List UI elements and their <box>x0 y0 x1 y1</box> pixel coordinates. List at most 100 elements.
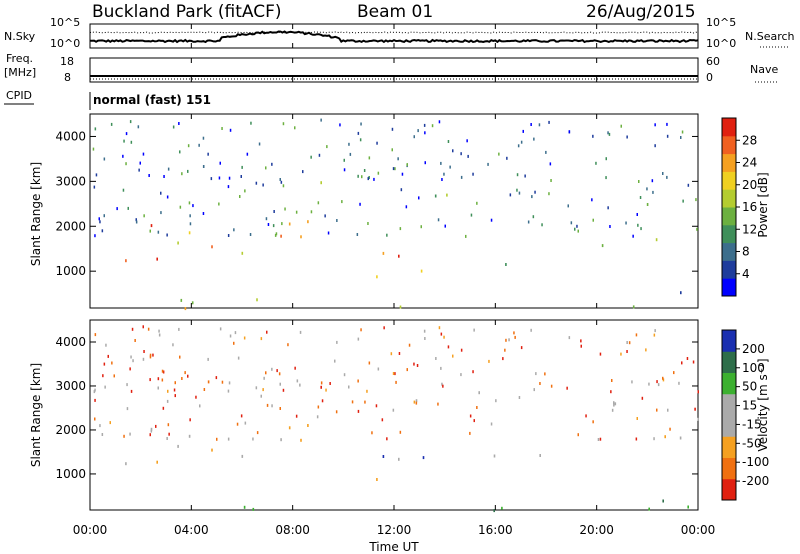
echo-cell <box>360 328 362 332</box>
echo-cell <box>320 181 322 185</box>
echo-cell <box>437 218 440 222</box>
echo-cell <box>180 298 183 302</box>
echo-cell <box>122 154 124 158</box>
echo-cell <box>172 343 174 347</box>
echo-cell <box>357 409 360 413</box>
echo-cell <box>130 140 133 144</box>
echo-cell <box>135 220 138 224</box>
echo-cell <box>150 224 153 228</box>
freq-label: Freq. <box>6 52 33 65</box>
echo-cell <box>168 432 170 436</box>
freq-tick-low: 8 <box>64 71 71 84</box>
velocity-colorbar-swatch <box>722 330 736 352</box>
echo-cell <box>361 175 363 179</box>
echo-cell <box>302 170 304 174</box>
velocity-colorbar-swatch <box>722 436 736 458</box>
echo-cell <box>625 221 627 225</box>
echo-cell <box>288 222 291 226</box>
echo-cell <box>156 257 158 261</box>
echo-cell <box>110 122 113 126</box>
echo-cell <box>399 430 402 434</box>
echo-cell <box>181 172 183 176</box>
echo-cell <box>326 145 328 149</box>
echo-cell <box>142 357 145 361</box>
echo-cell <box>202 212 205 215</box>
echo-cell <box>189 214 191 218</box>
echo-cell <box>449 165 451 169</box>
echo-cell <box>162 406 165 410</box>
echo-cell <box>476 201 478 205</box>
echo-cell <box>265 371 267 375</box>
echo-cell <box>401 172 404 176</box>
echo-cell <box>368 156 371 160</box>
echo-cell <box>357 379 359 383</box>
echo-cell <box>694 407 696 411</box>
echo-cell <box>597 438 600 441</box>
echo-cell <box>250 121 252 125</box>
echo-cell <box>695 198 697 202</box>
echo-cell <box>189 222 192 226</box>
echo-cell <box>207 380 210 384</box>
echo-cell <box>550 384 553 388</box>
echo-cell <box>580 339 582 343</box>
echo-cell <box>359 138 362 142</box>
echo-cell <box>139 161 141 165</box>
echo-cell <box>174 381 176 385</box>
echo-cell <box>472 370 474 374</box>
echo-cell <box>654 123 656 127</box>
nsky-trace <box>90 30 699 44</box>
echo-cell <box>636 213 638 216</box>
echo-cell <box>626 135 628 139</box>
echo-cell <box>189 418 191 422</box>
echo-cell <box>467 154 469 158</box>
echo-cell <box>348 385 350 389</box>
echo-cell <box>125 259 127 263</box>
echo-cell <box>585 414 587 418</box>
xtick-label: 00:00 <box>73 523 108 537</box>
velocity-colorbar-tick-label: 200 <box>742 342 765 356</box>
echo-cell <box>635 333 638 337</box>
echo-cell <box>608 132 611 136</box>
power-colorbar-swatch <box>722 171 736 190</box>
echo-cell <box>296 379 299 383</box>
echo-cell <box>549 162 552 166</box>
echo-cell <box>249 233 252 236</box>
echo-cell <box>423 123 426 127</box>
velocity-colorbar-tick-label: -200 <box>742 474 769 488</box>
echo-cell <box>166 437 168 440</box>
echo-cell <box>241 165 243 169</box>
echo-cell <box>530 328 532 332</box>
echo-cell <box>614 402 617 406</box>
power-colorbar-swatch <box>722 189 736 208</box>
echo-cell <box>244 421 247 425</box>
echo-cell <box>544 372 546 376</box>
echo-cell <box>207 152 209 156</box>
echo-cell <box>392 167 395 171</box>
echo-cell <box>516 188 518 192</box>
echo-cell <box>335 410 338 414</box>
echo-cell <box>98 217 100 221</box>
power-colorbar-tick-label: 20 <box>742 178 757 192</box>
velocity-colorbar-frame <box>721 329 737 501</box>
echo-cell <box>243 505 246 509</box>
echo-cell <box>258 142 261 146</box>
echo-cell <box>188 434 191 438</box>
echo-cell <box>184 371 186 375</box>
echo-cell <box>105 343 107 347</box>
echo-cell <box>107 354 109 358</box>
echo-cell <box>228 381 231 385</box>
echo-cell <box>195 395 197 399</box>
echo-cell <box>508 338 510 342</box>
echo-cell <box>178 122 180 125</box>
echo-cell <box>363 169 366 172</box>
echo-cell <box>592 420 594 424</box>
echo-cell <box>149 378 151 382</box>
echo-cell <box>413 400 416 404</box>
echo-cell <box>696 227 698 231</box>
echo-cell <box>192 204 194 208</box>
echo-cell <box>167 389 169 393</box>
echo-cell <box>452 354 454 358</box>
echo-cell <box>392 408 395 412</box>
echo-cell <box>279 178 281 181</box>
echo-cell <box>263 376 265 380</box>
